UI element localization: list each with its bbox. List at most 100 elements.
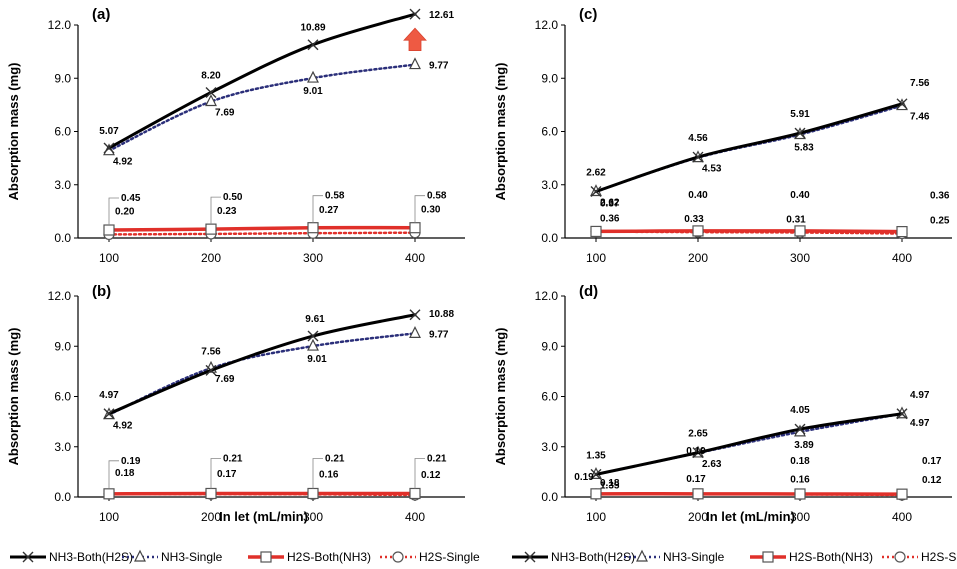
data-label: 0.40: [790, 190, 810, 201]
x-tick-label: 300: [303, 251, 323, 265]
data-point: [205, 86, 217, 98]
legend-marker: [260, 551, 272, 563]
x-tick-label: 300: [790, 510, 810, 524]
data-label: 0.33: [684, 214, 704, 225]
x-tick-label: 100: [586, 251, 606, 265]
y-tick-label: 6.0: [54, 390, 71, 404]
data-point: [409, 57, 421, 70]
y-axis-label: Absorption mass (mg): [493, 63, 508, 201]
label-leader: [312, 195, 323, 223]
legend-marker: [22, 551, 34, 563]
data-point: [794, 488, 806, 500]
data-label: 0.19: [121, 456, 141, 467]
label-leader: [210, 458, 221, 489]
data-label: 0.36: [600, 214, 620, 225]
y-tick-label: 9.0: [541, 71, 558, 85]
panel-label: (c): [579, 6, 597, 23]
chart-panel-c: 0.0 3.0 6.0 9.0 12.0 100 200 300 400 Absorption m…: [493, 6, 952, 265]
legend-label: NH3-Both(H2S): [551, 550, 635, 564]
data-label: 0.45: [121, 193, 141, 204]
series-line-2: [594, 229, 904, 234]
label-leader: [414, 458, 425, 489]
data-label: 9.77: [429, 61, 449, 72]
data-point: [896, 408, 908, 420]
data-point: [794, 225, 806, 237]
data-label: 0.12: [421, 470, 441, 481]
data-label: 0.19: [686, 446, 706, 457]
data-point: [103, 408, 115, 420]
data-point: [103, 224, 115, 236]
data-label: 0.21: [223, 453, 243, 464]
data-label: 0.18: [600, 478, 620, 489]
data-label: 1.35: [600, 480, 620, 491]
data-label: 4.92: [113, 421, 133, 432]
legend-label: H2S-Single: [419, 550, 480, 564]
series-line-3: [107, 231, 417, 236]
y-tick-label: 6.0: [54, 125, 71, 139]
data-point: [896, 226, 908, 238]
panel-label: (d): [579, 283, 598, 300]
series-line-0: [107, 313, 417, 416]
data-label: 7.56: [910, 78, 930, 89]
x-tick-label: 100: [99, 251, 119, 265]
y-tick-label: 3.0: [541, 440, 558, 454]
data-label: 4.92: [113, 157, 133, 168]
x-tick-label: 200: [688, 510, 708, 524]
chart-panel-d: 0.0 3.0 6.0 9.0 12.0 100 200 300 400 Absorption m…: [493, 283, 952, 524]
legend-label: NH3-Both(H2S): [49, 550, 133, 564]
panel-label: (a): [92, 6, 110, 23]
panel-label: (b): [92, 283, 111, 300]
data-label: 7.69: [215, 374, 235, 385]
legend-marker: [392, 551, 404, 563]
data-label: 4.05: [790, 405, 810, 416]
x-tick-label: 100: [99, 510, 119, 524]
data-label: 0.40: [688, 190, 708, 201]
series-line-1: [107, 63, 417, 152]
data-point: [409, 326, 421, 338]
data-label: 0.27: [319, 205, 339, 216]
y-tick-label: 12.0: [535, 18, 559, 32]
x-tick-label: 400: [405, 251, 425, 265]
y-tick-label: 9.0: [54, 71, 71, 85]
data-point: [103, 142, 115, 154]
y-tick-label: 3.0: [541, 178, 558, 192]
data-label: 8.20: [201, 70, 221, 81]
x-tick-label: 400: [892, 251, 912, 265]
data-label: 0.19: [574, 472, 594, 483]
data-label: 0.21: [427, 453, 447, 464]
label-leader: [414, 195, 425, 223]
data-point: [409, 8, 421, 20]
x-axis-label: In let (mL/min): [706, 509, 795, 524]
data-point: [307, 330, 319, 342]
y-tick-label: 0.0: [541, 490, 558, 504]
data-label: 10.88: [429, 309, 454, 320]
data-point: [896, 98, 908, 110]
data-point: [896, 488, 908, 500]
up-arrow-icon: [403, 27, 427, 51]
data-label: 0.12: [922, 475, 942, 486]
y-tick-label: 0.0: [54, 490, 71, 504]
data-label: 3.89: [794, 440, 814, 451]
data-point: [409, 309, 421, 321]
series-line-2: [107, 225, 417, 232]
legend-label: NH3-Single: [161, 550, 223, 564]
legend-marker: [894, 551, 906, 563]
data-label: 4.56: [688, 133, 708, 144]
legend-label: H2S-Single: [921, 550, 957, 564]
data-point: [692, 447, 704, 459]
data-label: 0.16: [790, 474, 810, 485]
data-label: 2.63: [702, 459, 722, 470]
x-tick-label: 200: [201, 510, 221, 524]
data-point: [794, 423, 806, 435]
data-point: [692, 151, 704, 163]
series-line-1: [107, 332, 417, 416]
y-tick-label: 12.0: [48, 18, 72, 32]
data-label: 0.25: [930, 216, 950, 227]
chart-panel-b: 0.0 3.0 6.0 9.0 12.0 100 200 300 400 Absorption m…: [6, 283, 465, 524]
y-tick-label: 3.0: [54, 440, 71, 454]
x-tick-label: 400: [405, 510, 425, 524]
data-point: [205, 223, 217, 235]
legend-marker: [636, 549, 648, 562]
label-leader: [210, 196, 221, 225]
